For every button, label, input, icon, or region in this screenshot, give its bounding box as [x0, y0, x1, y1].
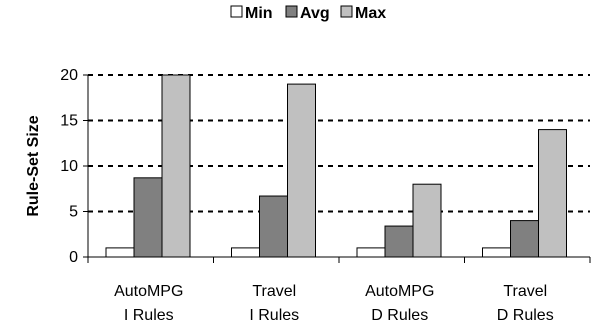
- bar-avg: [384, 225, 414, 258]
- bar-max: [538, 129, 567, 258]
- bar-max: [287, 83, 316, 258]
- bar-avg: [259, 195, 288, 258]
- legend-label-min: Min: [245, 5, 273, 22]
- legend-swatch-min: [230, 5, 243, 18]
- x-category-label: D Rules: [371, 307, 428, 324]
- x-category-label: Travel: [252, 283, 296, 300]
- x-category-label: I Rules: [124, 307, 174, 324]
- bar-max: [412, 183, 442, 258]
- y-tick-label: 20: [60, 67, 78, 84]
- legend-label-max: Max: [355, 5, 386, 22]
- bar-min: [356, 247, 386, 258]
- bar-avg: [510, 220, 539, 258]
- legend-swatch-avg: [285, 5, 298, 18]
- legend: Min Avg Max: [230, 5, 386, 22]
- x-category-label: Travel: [503, 283, 547, 300]
- bar-min: [231, 247, 260, 258]
- bar-min: [105, 247, 135, 258]
- plot-area: 0 5 10 15 20 AutoMPG I Rules Travel I Rules AutoM…: [60, 67, 591, 324]
- x-category-label: D Rules: [497, 307, 554, 324]
- y-tick-label: 5: [69, 204, 78, 221]
- bar-avg: [133, 177, 163, 258]
- x-category-label: AutoMPG: [365, 283, 434, 300]
- bar-min: [482, 247, 511, 258]
- y-axis-title: Rule-Set Size: [25, 115, 42, 216]
- x-category-label: AutoMPG: [114, 283, 183, 300]
- legend-label-avg: Avg: [300, 5, 330, 22]
- y-tick-label: 15: [60, 113, 78, 130]
- y-tick-label: 0: [69, 249, 78, 266]
- y-tick-label: 10: [60, 158, 78, 175]
- bar-max: [161, 74, 191, 258]
- legend-swatch-max: [340, 5, 353, 18]
- x-category-label: I Rules: [249, 307, 299, 324]
